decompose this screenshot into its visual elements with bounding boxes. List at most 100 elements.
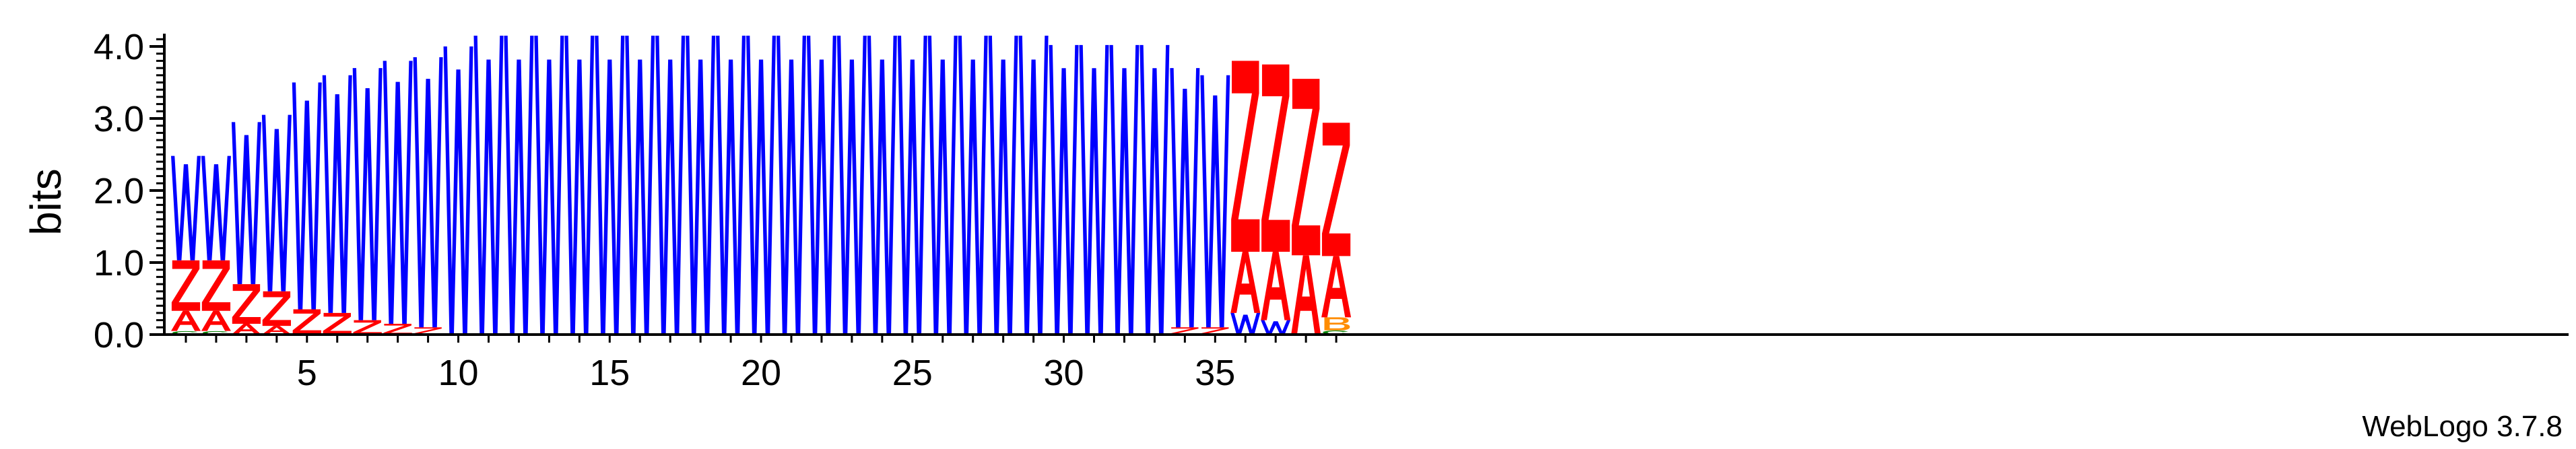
letter-w [1230, 312, 1261, 335]
logo-column-6 [322, 75, 352, 335]
letter-w [958, 35, 988, 335]
x-tick-label: 35 [1195, 353, 1235, 393]
letter-w [988, 35, 1018, 335]
logo-column-24 [867, 35, 897, 335]
letter-z [292, 309, 321, 335]
letter-a [231, 323, 261, 335]
letter-w [625, 35, 655, 335]
logo-column-31 [1079, 44, 1109, 335]
letter-w [322, 75, 352, 313]
x-tick-label: 30 [1044, 353, 1084, 393]
letter-w [1170, 68, 1200, 328]
letter-w [746, 35, 777, 335]
logo-column-13 [534, 35, 564, 335]
letter-w [1049, 44, 1079, 335]
letter-w [1018, 35, 1049, 335]
letter-w [292, 82, 322, 310]
logo-column-20 [746, 35, 777, 335]
x-tick-label: 25 [892, 353, 933, 393]
letter-w [897, 35, 927, 335]
logo-stacks [171, 35, 1352, 335]
logo-column-12 [504, 35, 534, 335]
letter-w [686, 35, 716, 335]
letter-b [1324, 317, 1350, 331]
letter-a [1291, 255, 1321, 335]
letter-w [564, 35, 595, 335]
logo-column-3 [231, 122, 261, 335]
y-tick-label: 0.0 [94, 315, 144, 355]
logo-column-1 [171, 156, 201, 335]
letter-w [1261, 320, 1291, 335]
x-tick-label: 10 [438, 353, 479, 393]
logo-column-8 [383, 61, 413, 335]
y-tick-label: 2.0 [94, 171, 144, 211]
logo-column-9 [413, 57, 443, 335]
letter-w [504, 35, 534, 335]
x-tick-label: 15 [589, 353, 630, 393]
letter-w [1079, 44, 1109, 335]
letter-w [413, 57, 443, 328]
letter-w [443, 46, 473, 335]
logo-column-27 [958, 35, 988, 335]
logo-column-14 [564, 35, 595, 335]
letter-z [323, 312, 352, 335]
letter-w [171, 156, 201, 261]
y-axis: 0.0 1.0 2.0 3.0 4.0 [94, 27, 166, 355]
logo-column-4 [261, 114, 292, 335]
logo-column-30 [1049, 44, 1079, 335]
letter-a [1261, 251, 1291, 320]
logo-column-32 [1109, 44, 1140, 335]
logo-column-35 [1200, 75, 1230, 335]
logo-column-22 [806, 35, 836, 335]
y-tick-label: 4.0 [94, 27, 144, 67]
x-tick-label: 5 [297, 353, 317, 393]
letter-w [1109, 44, 1140, 335]
letter-w [927, 35, 958, 335]
logo-column-36 [1230, 61, 1261, 335]
x-axis: 5 10 15 20 25 30 35 [164, 333, 2569, 393]
logo-column-33 [1140, 44, 1170, 335]
letter-z [1321, 123, 1351, 256]
letter-z [1292, 79, 1321, 256]
y-axis-label: bits [22, 168, 70, 236]
letter-w [473, 35, 504, 335]
logo-column-26 [927, 35, 958, 335]
logo-column-2 [201, 156, 231, 335]
logo-column-5 [292, 82, 322, 335]
logo-column-11 [473, 35, 504, 335]
letter-z [383, 323, 412, 335]
logo-column-15 [595, 35, 625, 335]
logo-column-25 [897, 35, 927, 335]
logo-column-28 [988, 35, 1018, 335]
letter-w [352, 68, 383, 320]
letter-w [595, 35, 625, 335]
logo-column-17 [655, 35, 686, 335]
logo-column-21 [777, 35, 806, 335]
logo-column-10 [443, 46, 473, 335]
letter-a [171, 310, 201, 331]
logo-column-16 [625, 35, 655, 335]
letter-a [1230, 251, 1261, 313]
letter-a [201, 310, 231, 331]
letter-w [716, 35, 746, 335]
letter-w [534, 35, 564, 335]
letter-z [262, 291, 291, 326]
letter-a [1321, 256, 1352, 318]
letter-w [231, 122, 261, 285]
logo-column-19 [716, 35, 746, 335]
letter-w [655, 35, 686, 335]
y-tick-label: 3.0 [94, 99, 144, 139]
y-tick-label: 1.0 [94, 243, 144, 283]
logo-column-29 [1018, 35, 1049, 335]
logo-column-39 [1321, 123, 1352, 335]
logo-column-18 [686, 35, 716, 335]
logo-column-38 [1291, 79, 1321, 335]
logo-column-37 [1261, 64, 1291, 335]
logo-column-34 [1170, 68, 1200, 335]
letter-w [1140, 44, 1170, 335]
logo-column-7 [352, 68, 383, 335]
version-label: WebLogo 3.7.8 [2362, 410, 2563, 443]
letter-w [836, 35, 867, 335]
letter-z [171, 260, 201, 311]
